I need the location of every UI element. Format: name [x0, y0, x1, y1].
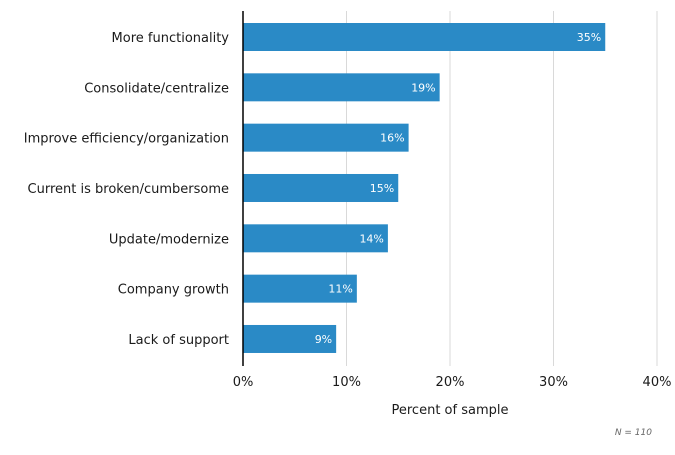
- x-tick-label: 0%: [233, 375, 254, 390]
- bar: [243, 73, 440, 102]
- sample-size-note: N = 110: [615, 428, 652, 438]
- x-tick-label: 20%: [436, 375, 465, 390]
- bar: [243, 173, 399, 202]
- x-axis-title: Percent of sample: [392, 403, 509, 418]
- bar-value-label: 14%: [359, 232, 383, 245]
- bar: [243, 23, 606, 51]
- x-tick-label: 30%: [539, 375, 568, 390]
- category-label: Company growth: [118, 283, 229, 298]
- bar-value-label: 19%: [411, 81, 435, 94]
- bar: [243, 224, 388, 253]
- x-tick-label: 40%: [643, 375, 672, 390]
- bar-value-label: 15%: [370, 182, 394, 195]
- category-labels: More functionality Consolidate/centralize…: [24, 31, 230, 348]
- category-label: Lack of support: [128, 333, 229, 348]
- category-label: Update/modernize: [109, 232, 229, 247]
- bar-value-label: 9%: [315, 333, 332, 346]
- x-tick-labels: 0% 10% 20% 30% 40%: [233, 375, 672, 390]
- category-label: Improve efficiency/organization: [24, 132, 229, 147]
- category-label: Current is broken/cumbersome: [28, 182, 229, 197]
- bar-value-label: 16%: [380, 132, 404, 145]
- category-label: More functionality: [112, 31, 230, 46]
- bar: [243, 274, 357, 303]
- x-tick-label: 10%: [332, 375, 361, 390]
- bar: [243, 123, 409, 152]
- bar: [243, 324, 337, 353]
- category-label: Consolidate/centralize: [84, 81, 229, 96]
- bar-value-label: 11%: [328, 283, 352, 296]
- bars: 35% 19% 16% 15% 14% 11% 9%: [243, 23, 606, 353]
- bar-value-label: 35%: [577, 31, 601, 44]
